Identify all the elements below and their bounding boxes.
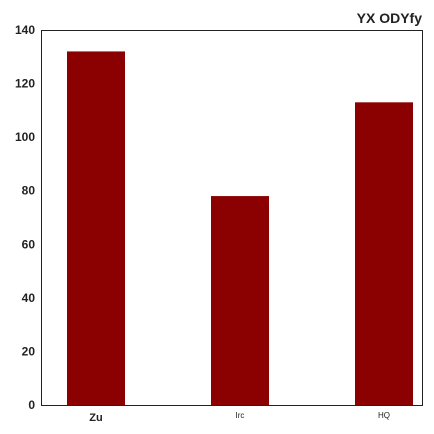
bar-zu bbox=[67, 51, 125, 406]
y-tick-label: 100 bbox=[15, 130, 35, 144]
x-tick-label: Zu bbox=[89, 412, 102, 424]
y-tick-label: 20 bbox=[22, 344, 36, 358]
y-tick-label: 0 bbox=[28, 398, 35, 412]
y-tick-label: 80 bbox=[22, 184, 36, 198]
y-tick-label: 140 bbox=[15, 23, 35, 37]
bar-hq bbox=[355, 102, 413, 406]
x-axis: Zu Irc HQ bbox=[89, 411, 390, 424]
bar-irc bbox=[211, 196, 269, 405]
x-tick-label: Irc bbox=[236, 411, 245, 420]
x-tick-label: HQ bbox=[378, 411, 390, 420]
y-tick-label: 120 bbox=[15, 77, 35, 91]
plot-frame bbox=[41, 30, 423, 406]
y-axis: 0 20 40 60 80 100 120 140 bbox=[15, 23, 35, 412]
bar-series bbox=[67, 51, 413, 406]
y-tick-label: 40 bbox=[22, 291, 36, 305]
chart-title: YX ODYfy bbox=[357, 10, 423, 26]
y-tick-label: 60 bbox=[22, 237, 36, 251]
